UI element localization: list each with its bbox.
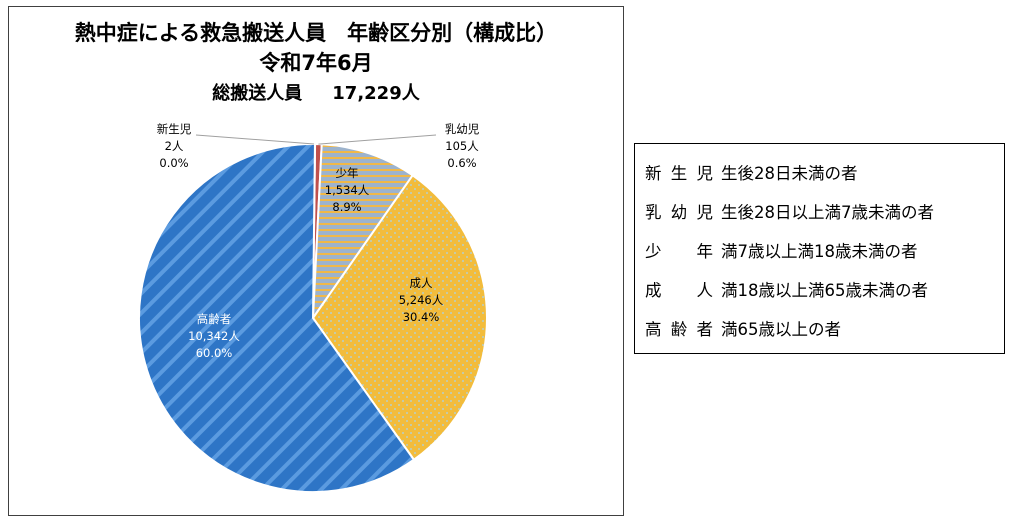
definition-row: 成人 満18歳以上満65歳未満の者: [645, 269, 1004, 308]
data-label-youth: 少年 1,534人 8.9%: [325, 166, 370, 214]
definitions-box: 新生児 生後28日未満の者 乳幼児 生後28日以上満7歳未満の者 少年 満7歳以…: [634, 143, 1005, 354]
definition-desc: 満65歳以上の者: [721, 319, 841, 339]
leader-line-infant: [318, 134, 437, 145]
data-label-neonate: 新生児 2人 0.0%: [157, 122, 192, 170]
pie-chart: 新生児 2人 0.0% 乳幼児 105人 0.6% 少年 1,534人 8.9% 成人 5,246人…: [138, 122, 488, 493]
pie-slice-youth: [311, 143, 415, 322]
chart-subtitle: 令和7年6月: [259, 51, 373, 75]
chart-area: 熱中症による救急搬送人員 年齢区分別（構成比） 令和7年6月 総搬送人員 17,2…: [8, 6, 624, 516]
definition-term: 乳幼児: [645, 202, 713, 222]
definition-desc: 満7歳以上満18歳未満の者: [721, 241, 918, 261]
data-label-adult: 成人 5,246人 30.4%: [399, 276, 444, 324]
definition-row: 新生児 生後28日未満の者: [645, 152, 1004, 191]
definition-term: 新生児: [645, 163, 713, 183]
definition-term: 成人: [645, 280, 713, 300]
definition-desc: 生後28日未満の者: [721, 163, 858, 183]
definition-desc: 生後28日以上満7歳未満の者: [721, 202, 934, 222]
pie-slice-adult: [311, 173, 488, 462]
total-label: 総搬送人員: [212, 83, 303, 104]
definition-term: 少年: [645, 241, 713, 261]
total-value: 17,229人: [332, 83, 420, 104]
definition-row: 少年 満7歳以上満18歳未満の者: [645, 230, 1004, 269]
total-line: 総搬送人員 17,229人: [9, 79, 623, 105]
pie-slice-elderly: [138, 143, 416, 493]
chart-title: 熱中症による救急搬送人員 年齢区分別（構成比）: [74, 21, 558, 45]
definition-term: 高齢者: [645, 319, 713, 339]
data-label-infant: 乳幼児 105人 0.6%: [445, 122, 480, 170]
definition-row: 高齢者 満65歳以上の者: [645, 308, 1004, 347]
data-labels: 新生児 2人 0.0% 乳幼児 105人 0.6% 少年 1,534人 8.9% 成人 5,246人…: [157, 122, 480, 360]
definition-row: 乳幼児 生後28日以上満7歳未満の者: [645, 191, 1004, 230]
pie-slices: [138, 142, 488, 493]
leader-line-neonate: [195, 134, 315, 145]
data-label-elderly: 高齢者 10,342人 60.0%: [188, 312, 240, 360]
definition-desc: 満18歳以上満65歳未満の者: [721, 280, 928, 300]
leader-lines: [195, 134, 437, 145]
